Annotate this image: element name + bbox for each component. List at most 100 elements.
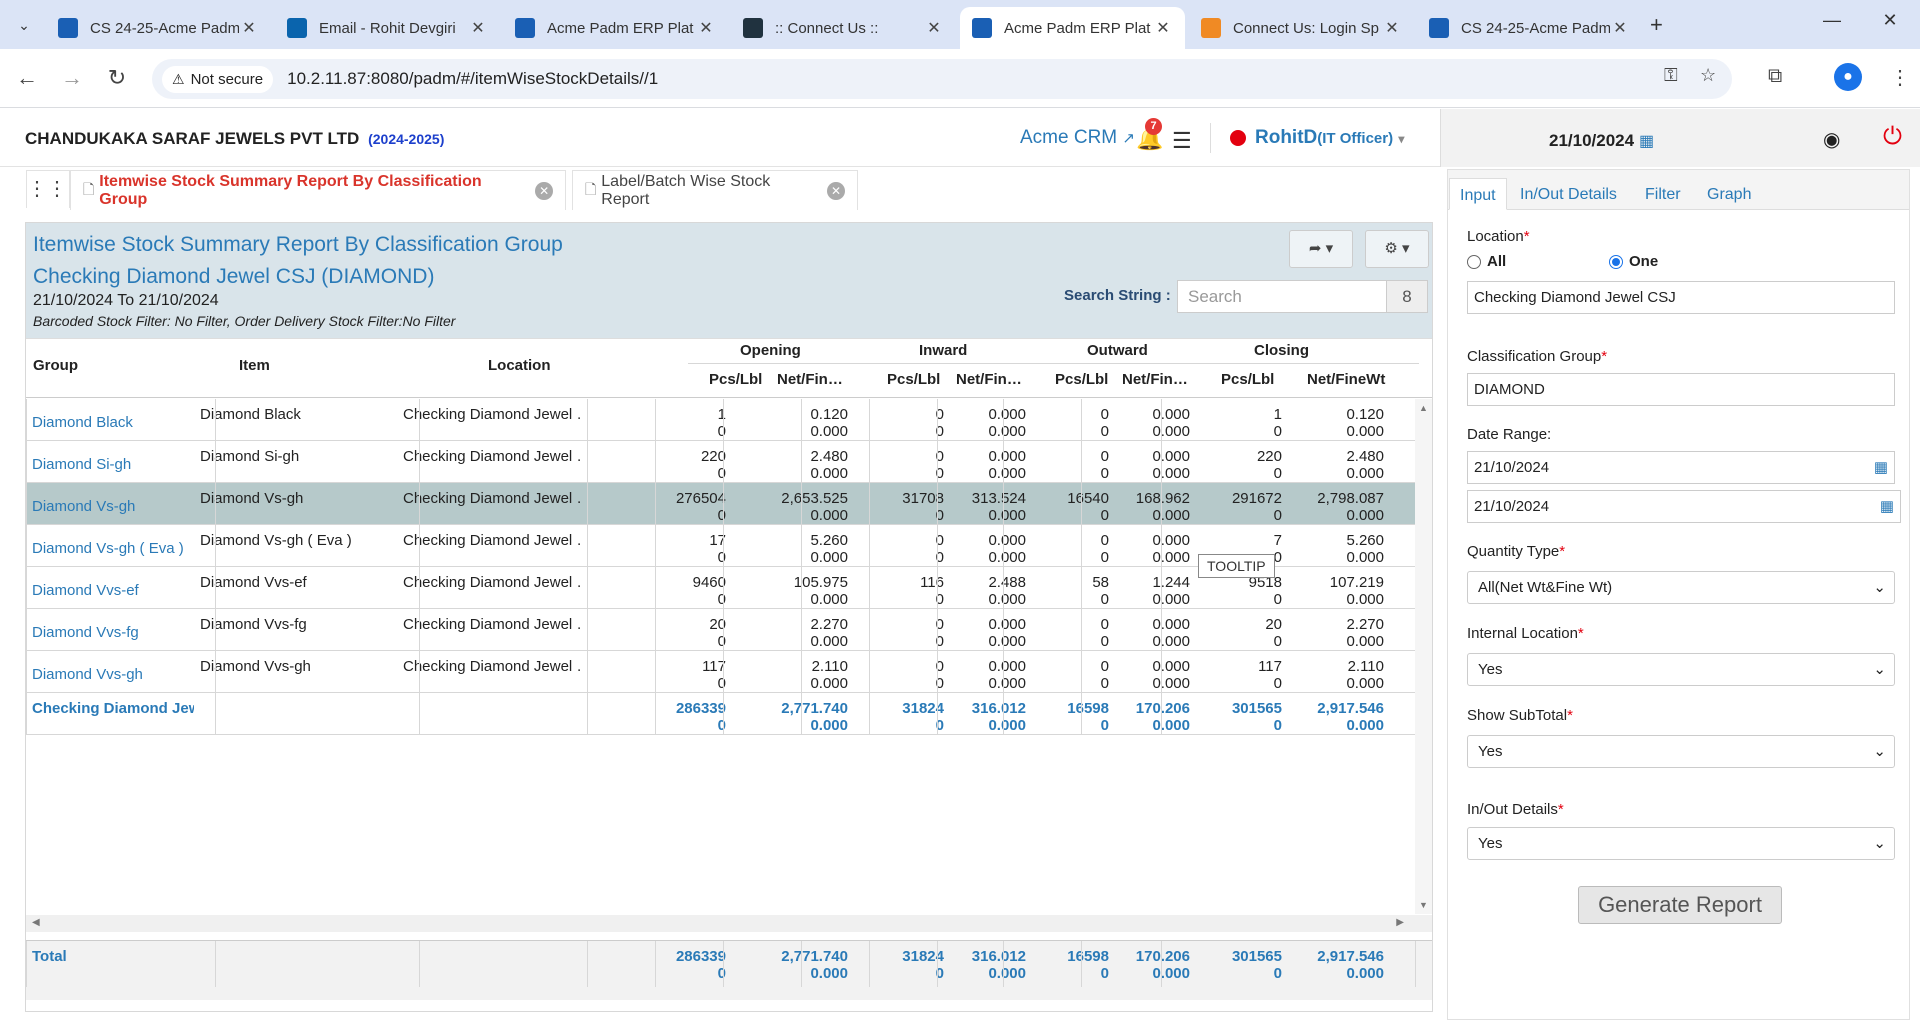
close-tab-icon[interactable]: ✕ — [242, 20, 256, 37]
cell-group-link[interactable]: Diamond Vs-gh — [32, 498, 136, 515]
crm-link[interactable]: Acme CRM ↗ — [1020, 127, 1135, 149]
power-logout-icon[interactable]: ⏻ — [1883, 123, 1902, 150]
url-text[interactable]: 10.2.11.87:8080/padm/#/itemWiseStockDeta… — [287, 69, 659, 88]
browser-tab[interactable]: Acme Padm ERP Plat ✕ — [503, 7, 728, 49]
omnibox[interactable]: ⚠ Not secure 10.2.11.87:8080/padm/#/item… — [152, 59, 1732, 99]
tab-itemwise-stock-summary[interactable]: 🗋 Itemwise Stock Summary Report By Class… — [70, 170, 566, 210]
search-input[interactable]: Search — [1177, 280, 1387, 313]
browser-tab[interactable]: CS 24-25-Acme Padm ✕ — [46, 7, 271, 49]
browser-tab[interactable]: Email - Rohit Devgiri ✕ — [275, 7, 500, 49]
radio-one-dot[interactable] — [1609, 254, 1623, 269]
scroll-up-icon[interactable]: ▲ — [1419, 403, 1428, 413]
class-group-field[interactable]: DIAMOND — [1467, 373, 1895, 406]
browser-tab[interactable]: Connect Us: Login Sp ✕ — [1189, 7, 1414, 49]
col-op-pcs[interactable]: Pcs/Lbl — [709, 371, 763, 388]
close-tab-icon[interactable]: ✕ — [1156, 20, 1170, 37]
tab-input[interactable]: Input — [1449, 178, 1507, 210]
share-button[interactable]: ➦ ▾ — [1289, 230, 1353, 268]
qty-type-select[interactable]: All(Net Wt&Fine Wt) ⌄ — [1467, 571, 1895, 604]
col-op-net[interactable]: Net/Fin… — [777, 371, 843, 388]
close-tab-icon[interactable]: ✕ — [827, 181, 845, 200]
cell-group-link[interactable]: Diamond Vvs-fg — [32, 624, 139, 641]
hide-eye-icon[interactable]: ◉ — [1823, 129, 1841, 151]
table-row[interactable]: Diamond Vvs-gh Diamond Vvs-gh Checking Dia… — [26, 651, 1416, 693]
calendar-icon[interactable]: ▦ — [1879, 498, 1894, 515]
location-field[interactable]: Checking Diamond Jewel CSJ — [1467, 281, 1895, 314]
col-out-pcs[interactable]: Pcs/Lbl — [1055, 371, 1109, 388]
table-row[interactable]: Diamond Vvs-fg Diamond Vvs-fg Checking Dia… — [26, 609, 1416, 651]
cell-group-link[interactable]: Diamond Vvs-gh — [32, 666, 143, 683]
col-cl-net[interactable]: Net/FineWt — [1307, 371, 1386, 388]
new-tab-icon[interactable]: + — [1650, 12, 1663, 37]
forward-icon[interactable]: → — [61, 65, 83, 90]
cell-in-net: 0.000 — [988, 591, 1026, 608]
scroll-down-icon[interactable]: ▼ — [1419, 900, 1428, 910]
tab-graph[interactable]: Graph — [1707, 186, 1752, 203]
cell-op-net: 0.120 — [810, 406, 848, 423]
close-tab-icon[interactable]: ✕ — [535, 181, 553, 200]
tab-label-batch-stock[interactable]: 🗋 Label/Batch Wise Stock Report ✕ — [572, 170, 858, 210]
table-row[interactable]: Diamond Vs-gh ( Eva ) Diamond Vs-gh ( Eva… — [26, 525, 1416, 567]
close-tab-icon[interactable]: ✕ — [1385, 20, 1399, 37]
close-tab-icon[interactable]: ✕ — [927, 20, 941, 37]
browser-tab[interactable]: :: Connect Us :: ✕ — [731, 7, 956, 49]
table-row[interactable]: Diamond Black Diamond Black Checking Diamo… — [26, 399, 1416, 441]
close-tab-icon[interactable]: ✕ — [699, 20, 713, 37]
scroll-right-icon[interactable]: ▶ — [1396, 917, 1404, 928]
table-row[interactable]: Diamond Vs-gh Diamond Vs-gh Checking Diamo… — [26, 483, 1416, 525]
col-cl-pcs[interactable]: Pcs/Lbl — [1221, 371, 1275, 388]
crm-label: Acme CRM — [1020, 127, 1118, 148]
table-row[interactable]: Diamond Si-gh Diamond Si-gh Checking Diamo… — [26, 441, 1416, 483]
radio-one[interactable]: One — [1609, 253, 1658, 270]
menu-list-icon[interactable]: ☰ — [1172, 128, 1192, 153]
horizontal-scrollbar[interactable]: ◀ ▶ — [26, 915, 1432, 932]
minimize-icon[interactable]: — — [1823, 10, 1841, 30]
tab-inout-details[interactable]: In/Out Details — [1520, 186, 1617, 203]
user-menu[interactable]: RohitD(IT Officer) ▾ — [1255, 127, 1404, 149]
date-from-field[interactable]: 21/10/2024 ▦ — [1467, 451, 1895, 484]
cell-group-link[interactable]: Diamond Vvs-ef — [32, 582, 139, 599]
apps-grid-icon[interactable]: ⋮⋮⋮ — [26, 170, 87, 208]
radio-all-dot[interactable] — [1467, 254, 1481, 269]
generate-report-button[interactable]: Generate Report — [1578, 886, 1782, 924]
table-row[interactable]: Diamond Vvs-ef Diamond Vvs-ef Checking Dia… — [26, 567, 1416, 609]
cell-group-link[interactable]: Diamond Black — [32, 414, 133, 431]
inout-select[interactable]: Yes ⌄ — [1467, 827, 1895, 860]
bookmark-star-icon[interactable]: ☆ — [1700, 65, 1717, 85]
internal-loc-select[interactable]: Yes ⌄ — [1467, 653, 1895, 686]
cell-group-link[interactable]: Diamond Si-gh — [32, 456, 132, 473]
reload-icon[interactable]: ↻ — [107, 65, 127, 90]
date-to-field[interactable]: 21/10/2024 ▦ — [1467, 490, 1901, 523]
not-secure-chip[interactable]: ⚠ Not secure — [162, 65, 274, 93]
password-key-icon[interactable]: ⚿ — [1664, 65, 1678, 85]
col-out-net[interactable]: Net/Fin… — [1122, 371, 1188, 388]
profile-avatar-icon[interactable]: ● — [1834, 63, 1862, 91]
col-in-pcs[interactable]: Pcs/Lbl — [887, 371, 941, 388]
close-tab-icon[interactable]: ✕ — [471, 20, 485, 37]
show-subtotal-select[interactable]: Yes ⌄ — [1467, 735, 1895, 768]
tab-filter[interactable]: Filter — [1645, 186, 1681, 203]
cell-cl-net: 107.219 — [1329, 574, 1384, 591]
close-tab-icon[interactable]: ✕ — [1613, 20, 1627, 37]
vertical-scrollbar[interactable]: ▲ ▼ — [1415, 399, 1432, 914]
settings-gear-button[interactable]: ⚙ ▾ — [1365, 230, 1429, 268]
calendar-icon[interactable]: ▦ — [1639, 133, 1655, 150]
cell-group-link[interactable]: Diamond Vs-gh ( Eva ) — [32, 540, 184, 557]
col-group[interactable]: Group — [33, 357, 78, 374]
column-divider — [419, 441, 420, 483]
total-cl-pcs: 301565 — [1231, 948, 1282, 965]
col-item[interactable]: Item — [239, 357, 270, 374]
close-window-icon[interactable]: ✕ — [1882, 10, 1898, 30]
calendar-icon[interactable]: ▦ — [1873, 459, 1888, 476]
tab-search-icon[interactable]: ⌄ — [18, 17, 30, 33]
extensions-icon[interactable]: ⧉ — [1768, 65, 1783, 87]
back-icon[interactable]: ← — [16, 65, 38, 90]
radio-all[interactable]: All — [1467, 253, 1506, 270]
browser-tab[interactable]: CS 24-25-Acme Padm ✕ — [1417, 7, 1642, 49]
col-location[interactable]: Location — [488, 357, 551, 374]
browser-tab[interactable]: Acme Padm ERP Plat ✕ — [960, 7, 1185, 49]
scroll-left-icon[interactable]: ◀ — [32, 917, 40, 928]
browser-menu-icon[interactable]: ⋮ — [1890, 67, 1910, 89]
col-in-net[interactable]: Net/Fin… — [956, 371, 1022, 388]
notification-bell-icon[interactable]: 🔔 7 — [1136, 118, 1164, 151]
